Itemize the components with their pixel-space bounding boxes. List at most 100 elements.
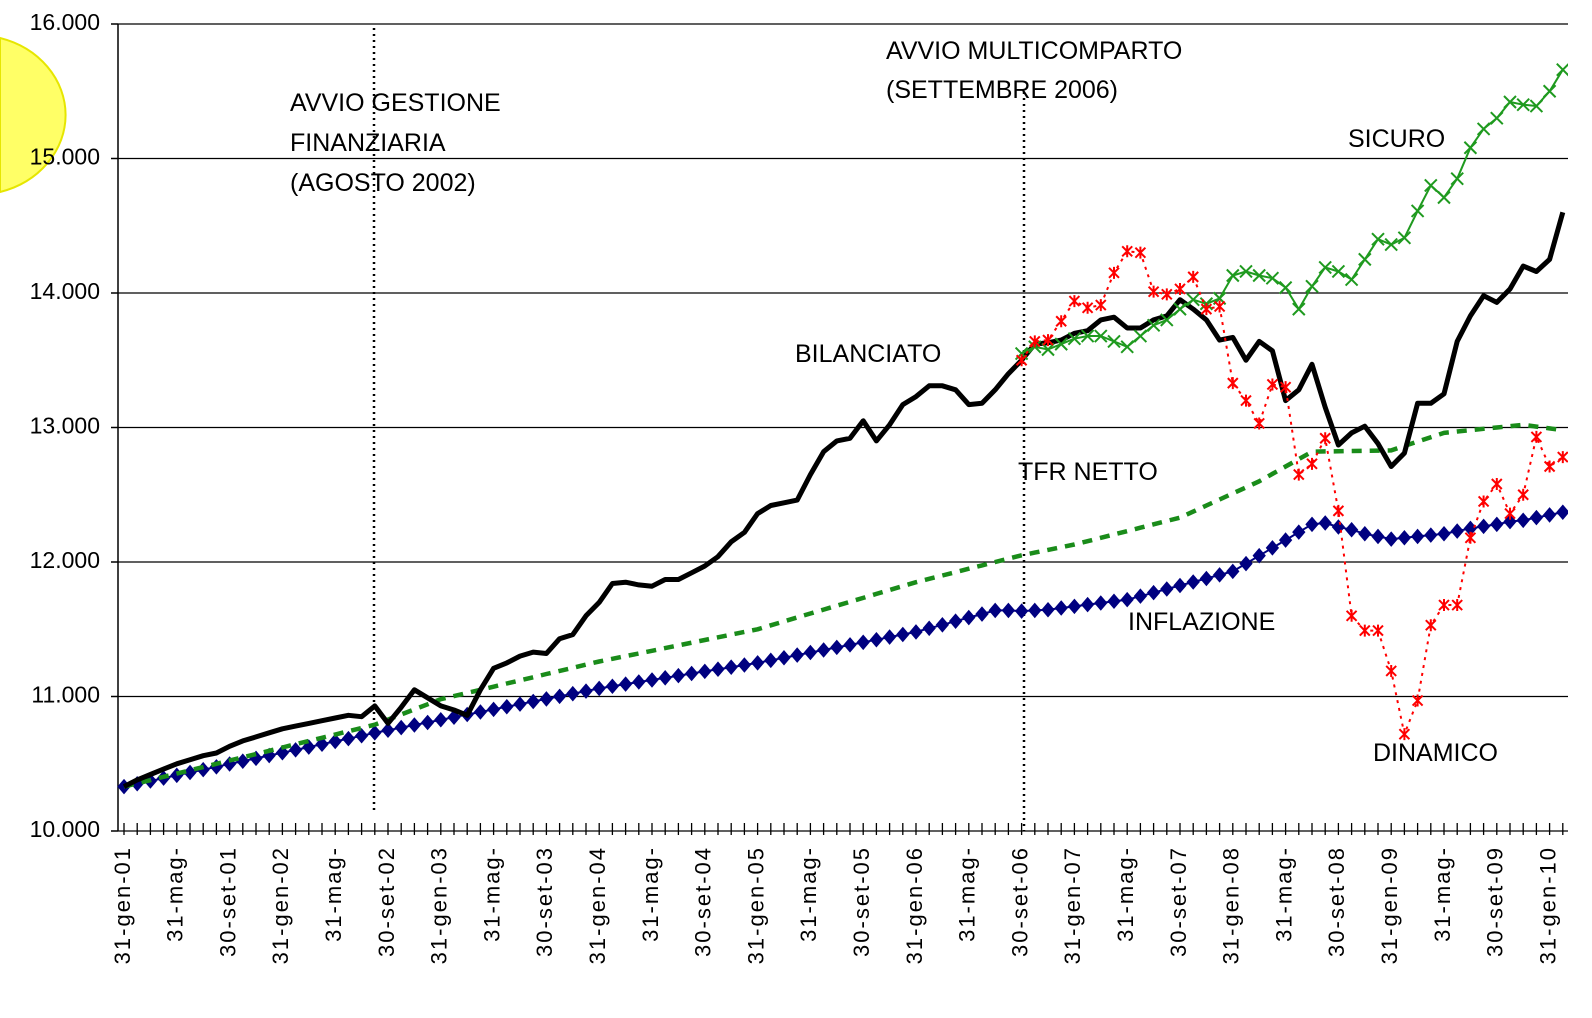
series-marker <box>1252 547 1266 564</box>
series-marker <box>1411 694 1424 707</box>
series-marker <box>1080 329 1095 343</box>
annotation: FINANZIARIA <box>290 129 446 157</box>
series-marker <box>1160 313 1174 327</box>
series-marker <box>1160 581 1174 597</box>
series-marker <box>566 685 580 702</box>
series-marker <box>658 670 672 686</box>
series-marker <box>1055 315 1067 328</box>
series-marker <box>790 647 804 663</box>
series-marker <box>1372 624 1384 637</box>
series-label: BILANCIATO <box>795 340 941 368</box>
x-tick-label: 31-mag- <box>1271 846 1296 942</box>
series-marker <box>632 674 646 690</box>
x-tick-label: 31-gen-03 <box>427 846 452 964</box>
series-marker <box>1265 271 1280 285</box>
series-marker <box>407 717 422 733</box>
series-marker <box>1041 601 1055 618</box>
series-marker <box>1133 588 1148 604</box>
series-marker <box>1028 602 1042 619</box>
series-marker <box>1054 600 1068 616</box>
series-marker <box>711 661 725 677</box>
series-marker <box>764 652 778 669</box>
series-marker <box>1503 95 1517 109</box>
series-marker <box>1067 598 1082 615</box>
x-tick-label: 31-gen-06 <box>902 846 927 964</box>
y-tick-label: 16.000 <box>30 9 100 35</box>
series-marker <box>1187 270 1199 283</box>
series-marker <box>1227 377 1239 390</box>
x-tick-label: 30-set-04 <box>691 846 716 957</box>
series-marker <box>816 642 831 658</box>
series-marker <box>341 730 356 747</box>
series-marker <box>1358 252 1372 267</box>
series-marker <box>579 683 593 699</box>
series-marker <box>1542 507 1557 523</box>
x-tick-label: 30-set-06 <box>1007 846 1032 957</box>
decoration-circle <box>0 36 67 194</box>
series-marker <box>1292 302 1306 316</box>
series-marker <box>1240 394 1252 407</box>
series-marker <box>513 696 527 712</box>
x-tick-label: 30-set-09 <box>1483 846 1508 957</box>
series-marker <box>328 733 342 750</box>
annotation: (SETTEMBRE 2006) <box>886 76 1118 104</box>
x-tick-label: 31-mag- <box>638 846 663 942</box>
series-marker <box>1015 354 1028 367</box>
x-tick-label: 31-mag- <box>321 846 346 942</box>
series-marker <box>381 722 395 739</box>
series-marker <box>420 714 435 731</box>
series-marker <box>1358 525 1372 542</box>
series-marker <box>1398 728 1411 741</box>
series-marker <box>1081 301 1094 314</box>
series-label: SICURO <box>1348 125 1445 153</box>
series-marker <box>1516 97 1530 112</box>
series-marker <box>1173 577 1187 594</box>
series-marker <box>473 704 488 720</box>
series-marker <box>1147 285 1160 298</box>
series-marker <box>843 637 857 653</box>
y-tick-label: 10.000 <box>30 816 100 842</box>
series-marker <box>698 663 712 680</box>
series-marker <box>1344 521 1359 538</box>
series-marker <box>1239 264 1253 279</box>
series-marker <box>1529 99 1544 113</box>
x-tick-label: 31-mag- <box>1430 846 1455 942</box>
series-marker <box>803 644 818 661</box>
series-marker <box>1212 567 1227 583</box>
series-marker <box>1067 332 1082 346</box>
series-marker <box>236 753 250 769</box>
series-marker <box>1292 524 1306 540</box>
y-tick-label: 15.000 <box>30 144 100 170</box>
series-marker <box>1371 528 1385 545</box>
series-marker <box>1305 516 1319 533</box>
series-marker <box>1306 457 1318 470</box>
y-tick-label: 13.000 <box>30 413 100 439</box>
series-marker <box>552 688 567 705</box>
series-marker <box>1001 602 1016 619</box>
series-marker <box>948 613 963 629</box>
series-marker <box>896 626 910 643</box>
x-tick-label: 31-gen-10 <box>1535 846 1560 964</box>
x-tick-label: 31-gen-05 <box>743 846 768 964</box>
series-marker <box>315 736 329 753</box>
series-marker <box>1107 334 1121 349</box>
series-line <box>1020 250 1564 736</box>
series-marker <box>1437 525 1451 542</box>
series-marker <box>935 617 950 633</box>
series-marker <box>605 678 620 695</box>
series-marker <box>1477 495 1490 508</box>
x-tick-label: 31-gen-09 <box>1377 846 1402 964</box>
series-marker <box>1305 279 1319 293</box>
annotation: (AGOSTO 2002) <box>290 169 476 197</box>
series-marker <box>1410 204 1425 218</box>
series-marker <box>1120 340 1134 354</box>
series-marker <box>539 691 554 707</box>
series-marker <box>1253 417 1265 430</box>
series-marker <box>1397 231 1412 245</box>
series-marker <box>1095 299 1107 312</box>
series-marker <box>922 620 936 637</box>
series-marker <box>1425 619 1437 632</box>
series-marker <box>1108 266 1120 279</box>
series-marker <box>882 629 897 645</box>
series-marker <box>394 719 408 736</box>
